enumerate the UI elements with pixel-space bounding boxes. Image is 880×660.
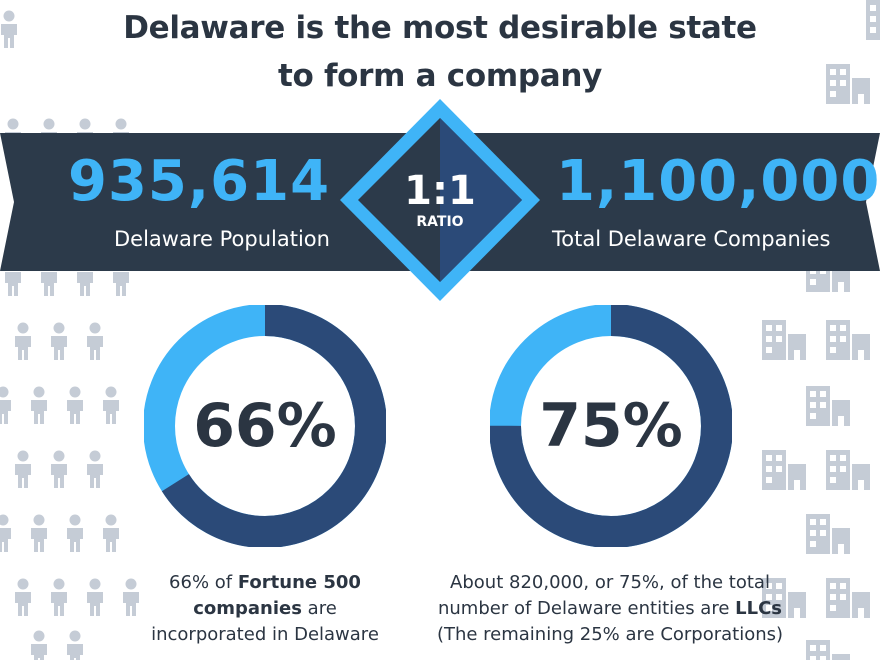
person-icon — [51, 322, 67, 360]
llc-caption: About 820,000, or 75%, of the total numb… — [420, 570, 800, 648]
stats-banner — [0, 99, 880, 301]
person-icon — [51, 578, 67, 616]
person-icon — [31, 386, 47, 424]
fortune500-caption-line-3: incorporated in Delaware — [151, 624, 379, 645]
llc-caption-line-2: number of Delaware entities are LLCs — [437, 598, 783, 619]
ratio-label: RATIO — [416, 214, 464, 230]
person-icon — [87, 578, 103, 616]
title-line-1: Delaware is the most desirable state — [123, 10, 757, 46]
ratio-value: 1:1 — [404, 168, 476, 214]
person-icon — [31, 514, 47, 552]
donut-value-arc — [490, 305, 732, 547]
person-icon — [15, 322, 31, 360]
building-icon — [826, 320, 870, 360]
person-icon — [15, 450, 31, 488]
llc-caption-line-3: (The remaining 25% are Corporations) — [436, 624, 784, 645]
building-icon — [806, 640, 850, 660]
diamond-inner-right — [440, 118, 522, 282]
fortune500-caption-line-2: companies are — [193, 598, 337, 619]
llc-donut — [490, 305, 732, 547]
companies-number: 1,100,000 — [556, 149, 880, 214]
person-icon — [103, 386, 119, 424]
donut-value-arc — [144, 305, 386, 547]
building-icon — [826, 450, 870, 490]
person-icon — [67, 386, 83, 424]
page-title: Delaware is the most desirable state to … — [0, 4, 880, 100]
person-icon — [15, 578, 31, 616]
person-icon — [67, 630, 83, 660]
fortune500-caption-line-1: 66% of Fortune 500 — [169, 572, 361, 593]
person-icon — [51, 450, 67, 488]
building-icon — [806, 386, 850, 426]
person-icon — [103, 514, 119, 552]
person-icon — [87, 322, 103, 360]
building-icon — [806, 514, 850, 554]
population-label: Delaware Population — [114, 227, 330, 251]
llc-percent: 75% — [539, 391, 683, 461]
person-icon — [87, 450, 103, 488]
person-icon — [67, 514, 83, 552]
population-number: 935,614 — [68, 149, 331, 214]
fortune500-caption: 66% of Fortune 500 companies are incorpo… — [120, 570, 410, 648]
person-icon — [0, 514, 11, 552]
person-icon — [31, 630, 47, 660]
fortune500-donut — [144, 305, 386, 547]
building-icon — [762, 450, 806, 490]
building-icon — [762, 320, 806, 360]
person-icon — [0, 386, 11, 424]
companies-label: Total Delaware Companies — [552, 227, 831, 251]
building-icon — [826, 578, 870, 618]
fortune500-percent: 66% — [193, 391, 337, 461]
title-line-2: to form a company — [277, 58, 603, 94]
llc-caption-line-1: About 820,000, or 75%, of the total — [450, 572, 770, 593]
